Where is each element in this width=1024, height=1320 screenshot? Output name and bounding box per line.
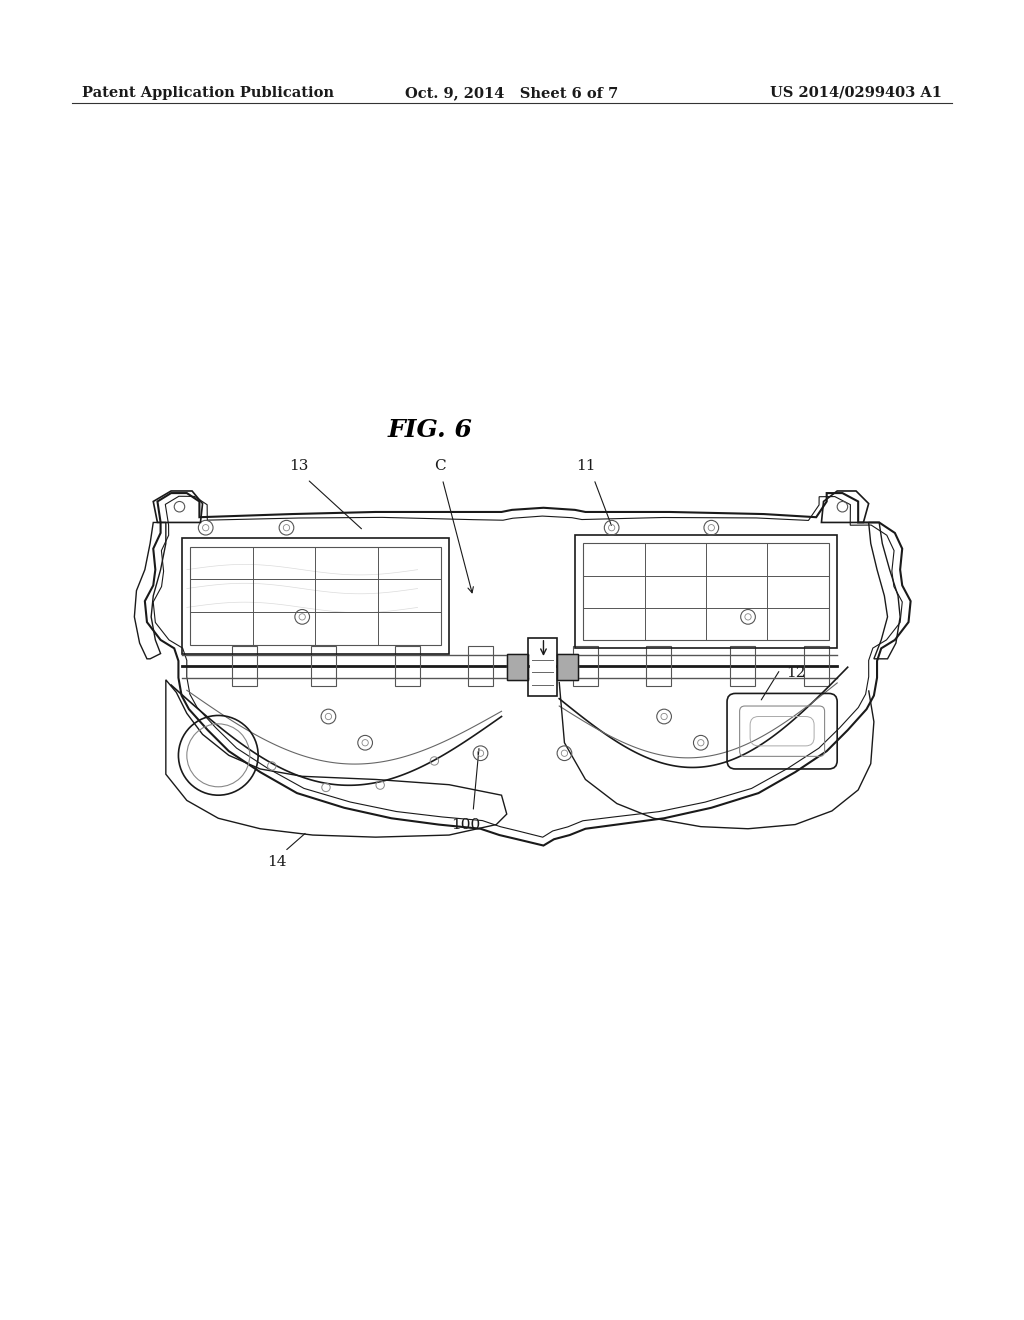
Bar (574, 535, 838, 648)
Bar (181, 539, 450, 653)
Text: US 2014/0299403 A1: US 2014/0299403 A1 (770, 86, 942, 100)
Bar (468, 647, 494, 686)
Bar (527, 638, 557, 696)
Text: 14: 14 (266, 855, 287, 870)
Text: FIG. 6: FIG. 6 (388, 418, 472, 442)
Text: C: C (434, 458, 446, 473)
Bar (394, 647, 420, 686)
Bar (584, 544, 828, 640)
Bar (310, 647, 336, 686)
Bar (557, 653, 579, 680)
Bar (730, 647, 756, 686)
Bar (572, 647, 598, 686)
Bar (646, 647, 672, 686)
Text: Oct. 9, 2014   Sheet 6 of 7: Oct. 9, 2014 Sheet 6 of 7 (406, 86, 618, 100)
Text: 13: 13 (290, 458, 308, 473)
Text: 11: 11 (575, 458, 596, 473)
Bar (231, 647, 257, 686)
Text: 100: 100 (452, 818, 480, 833)
Bar (804, 647, 828, 686)
Text: 12: 12 (786, 667, 806, 680)
Text: Patent Application Publication: Patent Application Publication (82, 86, 334, 100)
Bar (190, 546, 440, 645)
Bar (507, 653, 527, 680)
Bar (507, 653, 527, 680)
Bar (557, 653, 579, 680)
